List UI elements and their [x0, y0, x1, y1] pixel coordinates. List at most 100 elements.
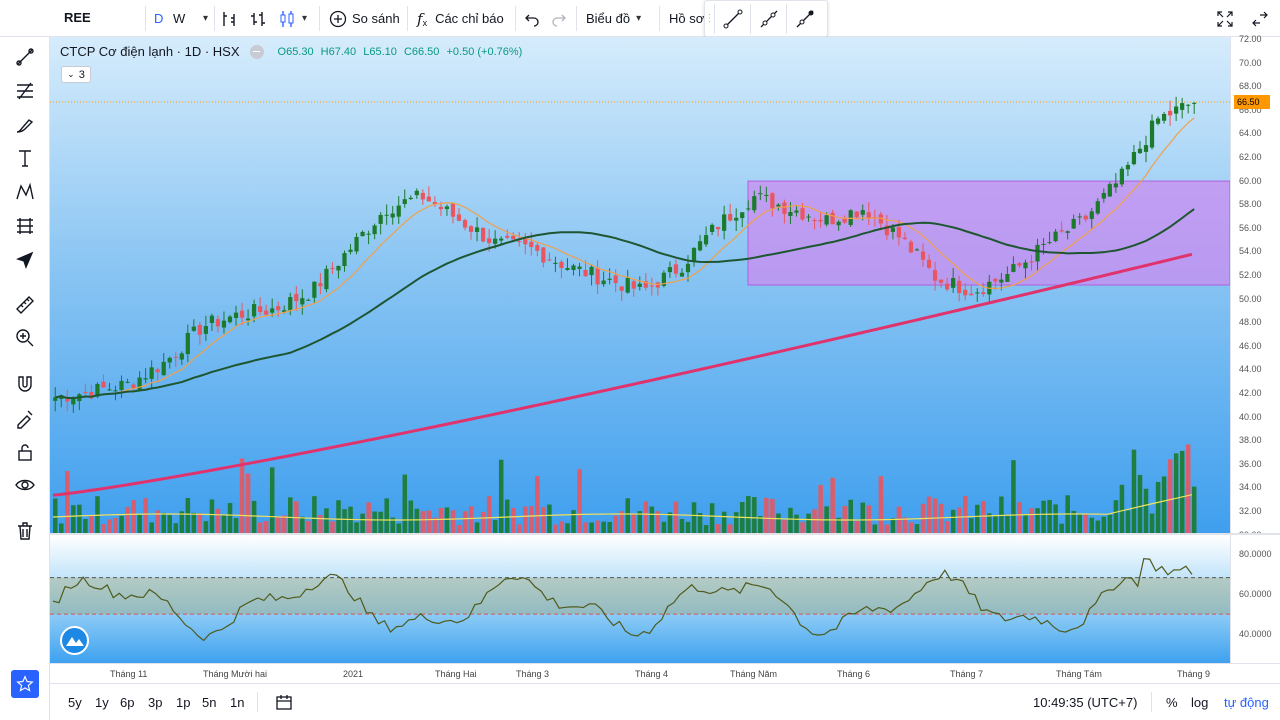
volume-bar	[414, 508, 420, 533]
range-1m[interactable]: 1p	[176, 695, 191, 710]
percent-toggle[interactable]: %	[1166, 695, 1178, 710]
trash-icon[interactable]	[11, 517, 39, 545]
zoom-in-icon[interactable]	[11, 324, 39, 352]
range-5d[interactable]: 5n	[202, 695, 217, 710]
interval-d-button[interactable]: D	[154, 11, 164, 26]
volume-bar	[462, 511, 468, 533]
volume-bar	[932, 498, 938, 533]
magnet-icon[interactable]	[11, 370, 39, 398]
time-label: Tháng Hai	[435, 669, 477, 679]
volume-bar	[679, 518, 685, 533]
candle-body	[251, 304, 257, 317]
volume-bar	[1077, 513, 1082, 533]
price-tick: 70.00	[1239, 57, 1262, 68]
hide-series-icon[interactable]	[249, 44, 264, 59]
drag-handle-icon[interactable]: ⋮	[705, 3, 715, 34]
candle-body	[372, 225, 377, 235]
volume-bar	[492, 519, 498, 533]
pane-divider[interactable]	[50, 533, 1280, 535]
candle-body	[740, 212, 745, 219]
line-tool-button[interactable]	[715, 3, 751, 34]
log-toggle[interactable]: log	[1191, 695, 1209, 710]
range-3m[interactable]: 3p	[148, 695, 163, 710]
prediction-tool-icon[interactable]	[11, 212, 39, 240]
interval-dropdown[interactable]: ▾	[197, 0, 208, 37]
volume-bar	[565, 523, 570, 533]
range-1d[interactable]: 1n	[230, 695, 245, 710]
candle-body	[1167, 110, 1173, 116]
ohlc-style-button[interactable]	[250, 0, 266, 37]
volume-bar	[1023, 514, 1028, 533]
volume-bar	[390, 517, 395, 533]
symbol-search[interactable]: REE	[64, 10, 91, 25]
trend-line-icon[interactable]	[11, 43, 39, 71]
unlock-icon[interactable]	[11, 438, 39, 466]
volume-bar	[631, 514, 637, 533]
chevron-down-icon: ▾	[302, 13, 308, 24]
price-tick: 44.00	[1239, 364, 1262, 375]
volume-bar	[107, 519, 112, 533]
brush-icon[interactable]	[11, 111, 39, 139]
volume-bar	[77, 504, 82, 533]
ray-tool-button[interactable]	[751, 3, 787, 34]
rsi-pane[interactable]	[50, 535, 1230, 663]
extended-line-button[interactable]	[787, 4, 823, 34]
range-6m[interactable]: 6p	[120, 695, 135, 710]
volume-bar	[571, 510, 576, 533]
volume-bar	[354, 522, 359, 533]
auto-toggle[interactable]: tự động	[1224, 695, 1269, 710]
undo-button[interactable]	[524, 0, 540, 37]
interval-w-button[interactable]: W	[173, 11, 186, 26]
indicators-button[interactable]: f x Các chỉ báo	[417, 9, 504, 28]
text-tool-icon[interactable]	[11, 144, 39, 172]
volume-bar	[866, 505, 872, 533]
candle-body	[565, 268, 570, 270]
rsi-scale[interactable]: 80.0000 60.0000 40.0000	[1230, 535, 1280, 663]
ma-slow-line	[52, 252, 1193, 497]
volume-bar	[1011, 460, 1016, 533]
range-1y[interactable]: 1y	[95, 695, 109, 710]
profile-button[interactable]: Hồ sơ	[669, 11, 705, 26]
ray-icon	[760, 10, 777, 27]
redo-button[interactable]	[551, 0, 567, 37]
volume-bar	[733, 512, 739, 533]
volume-bar	[812, 509, 817, 533]
goto-date-button[interactable]	[275, 693, 293, 714]
separator	[214, 6, 215, 31]
chart-layout-button[interactable]: Biểu đồ ▾	[586, 11, 642, 26]
candle-body	[746, 208, 751, 210]
candle-body	[487, 238, 492, 243]
candle-body	[83, 392, 88, 394]
compare-button[interactable]: So sánh	[329, 0, 400, 37]
fib-tool-icon[interactable]	[11, 77, 39, 105]
candle-body	[1143, 145, 1149, 152]
star-icon[interactable]	[11, 670, 39, 698]
ruler-icon[interactable]	[11, 291, 39, 319]
volume-bar	[197, 513, 203, 533]
candle-body	[511, 235, 516, 240]
legend-low: L65.10	[363, 45, 397, 58]
range-5y[interactable]: 5y	[68, 695, 82, 710]
volume-bar	[191, 512, 197, 533]
price-scale[interactable]: 72.00 70.00 68.00 66.00 64.00 62.00 60.00 58.00…	[1230, 34, 1280, 540]
volume-bar	[1173, 453, 1179, 533]
indicators-collapse-button[interactable]: ⌄ 3	[61, 66, 91, 83]
volume-bar	[547, 504, 552, 533]
legend-close: C66.50	[403, 45, 440, 58]
candles-style-button[interactable]: ▾	[278, 0, 307, 37]
volume-bar	[179, 511, 185, 533]
time-axis[interactable]: Tháng 11 Tháng Mười hai 2021 Tháng Hai Tháng…	[50, 663, 1280, 683]
pattern-tool-icon[interactable]	[11, 178, 39, 206]
screenshot-button[interactable]	[1252, 0, 1268, 37]
eye-icon[interactable]	[11, 471, 39, 499]
volume-bar	[275, 516, 281, 533]
tradingview-logo[interactable]	[60, 626, 89, 655]
lock-drawing-icon[interactable]	[11, 404, 39, 432]
candle-body	[975, 292, 980, 294]
clock[interactable]: 10:49:35 (UTC+7)	[1033, 695, 1138, 710]
volume-bar	[402, 474, 408, 533]
bars-style-button[interactable]	[221, 0, 237, 37]
cursor-arrow-icon[interactable]	[11, 246, 39, 274]
fullscreen-button[interactable]	[1217, 0, 1233, 37]
main-chart-pane[interactable]	[50, 37, 1230, 533]
